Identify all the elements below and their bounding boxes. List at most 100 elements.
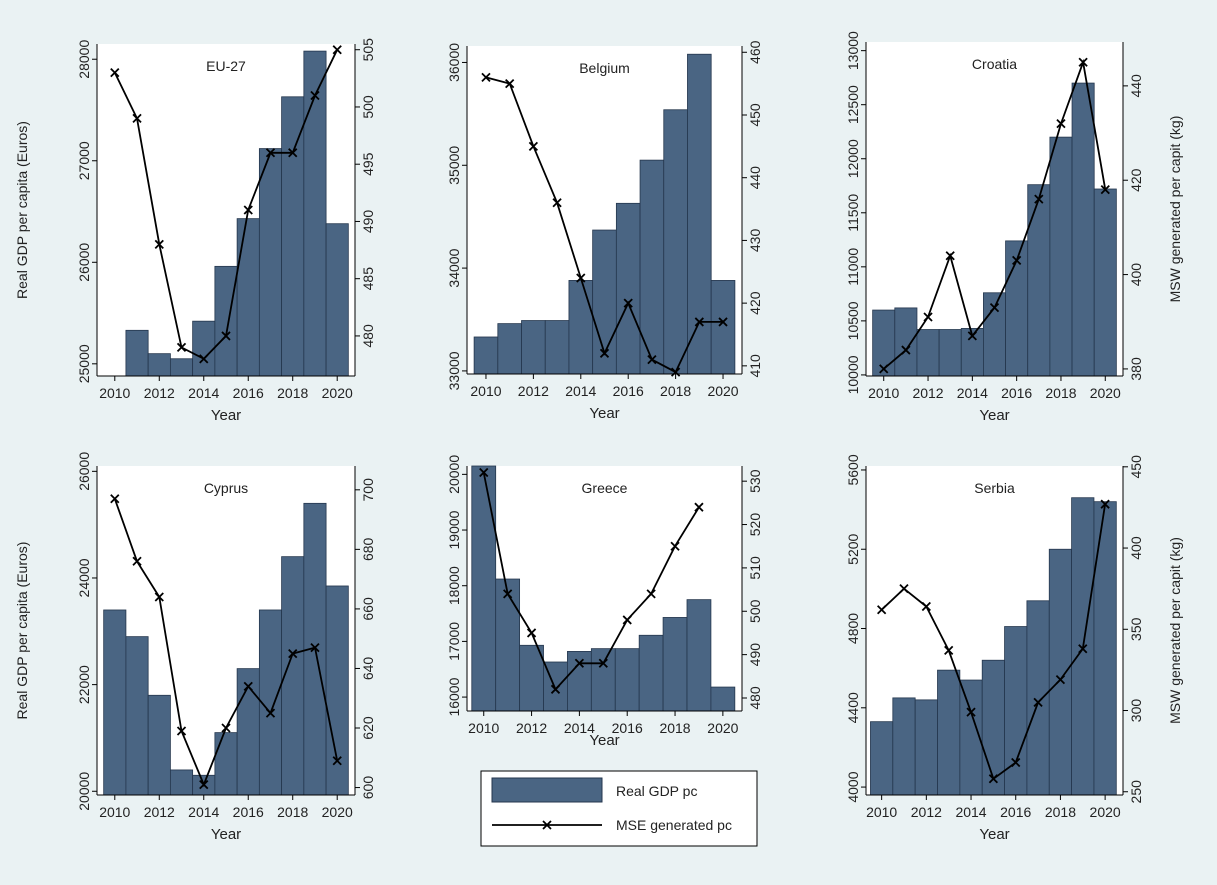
x-tick-label: 2016: [233, 804, 264, 820]
right-tick-label: 640: [360, 657, 376, 681]
mse-point: [901, 345, 911, 355]
chart-panel: 25000 26000 27000 28000 480 485 490 495 500 505 20…: [14, 38, 376, 424]
gdp-bar: [495, 578, 521, 712]
mse-point: [670, 367, 681, 377]
left-tick-label: 22000: [76, 665, 92, 704]
right-tick-label: 490: [360, 210, 376, 234]
mse-point: [243, 681, 253, 691]
right-tick-label: 480: [360, 324, 376, 348]
gdp-bar: [914, 699, 938, 796]
gdp-bar: [236, 218, 260, 377]
x-tick-label: 2010: [868, 385, 899, 401]
legend-line-marker: [542, 820, 552, 830]
mse-point: [1078, 57, 1088, 67]
mse-point: [332, 756, 342, 766]
mse-point: [1056, 118, 1066, 129]
mse-point: [967, 331, 977, 341]
left-tick-label: 5200: [845, 533, 861, 564]
x-tick-label: 2016: [233, 385, 264, 401]
x-tick-label: 2014: [188, 804, 219, 820]
mse-point: [479, 467, 489, 478]
mse-point: [694, 317, 704, 327]
legend: Real GDP pc MSE generated pc: [480, 770, 758, 847]
left-tick-label: 12500: [845, 85, 861, 124]
panel-title: Belgium: [579, 60, 630, 76]
gdp-bar: [103, 609, 127, 796]
right-tick-label: 450: [747, 103, 763, 127]
mse-point: [481, 72, 491, 82]
gdp-bar: [590, 648, 616, 712]
gdp-bar: [169, 358, 194, 377]
left-tick-label: 20000: [76, 772, 92, 811]
gdp-bar: [872, 309, 896, 377]
mse-point: [944, 645, 954, 656]
gdp-bar: [894, 307, 918, 377]
gdp-bar: [710, 686, 736, 712]
mse-point: [1033, 697, 1043, 708]
mse-point: [945, 251, 955, 261]
mse-point: [528, 141, 539, 151]
x-axis-title: Year: [979, 826, 1009, 843]
y-axis-title: Real GDP per capita (Euros): [14, 121, 30, 299]
gdp-bar: [937, 669, 961, 796]
gdp-bar: [471, 465, 497, 712]
gdp-bar: [1027, 184, 1051, 377]
right-tick-label: 680: [360, 537, 376, 561]
mse-point: [288, 148, 298, 158]
gdp-bar: [710, 280, 736, 375]
mse-point: [221, 723, 231, 733]
x-tick-label: 2016: [1000, 804, 1031, 820]
mse-point: [199, 779, 209, 790]
gdp-bar: [686, 599, 712, 712]
mse-point: [243, 205, 253, 215]
gdp-bar: [614, 648, 640, 712]
x-axis-title: Year: [211, 826, 241, 843]
x-tick-label: 2012: [518, 383, 549, 399]
right-tick-label: 500: [747, 599, 763, 623]
mse-point: [505, 78, 515, 89]
left-tick-label: 26000: [76, 243, 92, 282]
mse-point: [622, 615, 632, 625]
gdp-bar: [916, 329, 940, 377]
right-tick-label: 450: [1128, 455, 1144, 479]
mse-point: [176, 726, 187, 736]
right-tick-label: 600: [360, 776, 376, 800]
gdp-bar: [687, 53, 712, 375]
right-tick-label: 480: [747, 686, 763, 710]
mse-point: [110, 494, 120, 504]
mse-point: [199, 354, 209, 364]
gdp-bar: [981, 659, 1005, 796]
left-tick-label: 19000: [446, 510, 462, 549]
left-tick-label: 13000: [845, 31, 861, 70]
gdp-bar: [214, 265, 238, 377]
right-tick-label: 440: [747, 166, 763, 190]
x-tick-label: 2012: [911, 804, 942, 820]
gdp-bar: [1026, 600, 1050, 796]
right-tick-label: 380: [1128, 357, 1144, 381]
gdp-bar: [325, 223, 349, 377]
x-tick-label: 2020: [1090, 385, 1121, 401]
mse-point: [154, 239, 164, 249]
x-tick-label: 2014: [188, 385, 219, 401]
right-tick-label: 400: [1128, 263, 1144, 287]
left-tick-label: 27000: [76, 141, 92, 180]
left-tick-label: 36000: [446, 43, 462, 82]
y2-axis-title: MSW generated per capit (kg): [1167, 537, 1183, 724]
x-tick-label: 2018: [277, 804, 308, 820]
right-tick-label: 430: [747, 229, 763, 253]
mse-point: [1011, 757, 1021, 768]
left-tick-label: 33000: [446, 351, 462, 390]
x-tick-label: 2010: [470, 383, 501, 399]
right-tick-label: 420: [747, 291, 763, 315]
mse-point: [966, 707, 976, 717]
x-tick-label: 2010: [468, 720, 499, 736]
gdp-bar: [169, 769, 194, 796]
mse-point: [623, 298, 633, 308]
panel-title: EU-27: [206, 58, 246, 74]
left-tick-label: 4000: [845, 771, 861, 802]
x-tick-label: 2014: [565, 383, 596, 399]
mse-point: [988, 774, 999, 784]
mse-point: [132, 556, 142, 566]
chart-panel: 16000 17000 18000 19000 20000 480 490 500 510 520…: [446, 455, 763, 749]
